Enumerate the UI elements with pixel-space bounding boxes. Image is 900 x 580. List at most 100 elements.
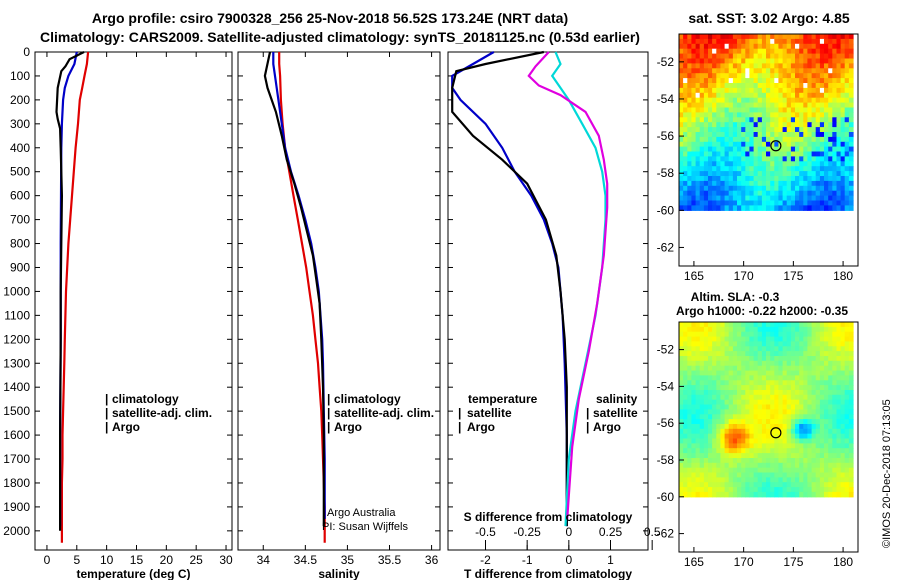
sla-cell: [836, 409, 842, 415]
sst-cell: [712, 83, 717, 89]
sst-cell: [824, 43, 829, 50]
sla-cell: [819, 326, 825, 333]
sst-cell: [687, 141, 692, 148]
sla-cell: [844, 458, 850, 464]
y-tick-label: 1600: [3, 428, 30, 442]
sla-cell: [745, 453, 750, 459]
sla-cell: [695, 477, 701, 483]
sla-cell: [687, 462, 692, 469]
sla-cell: [824, 491, 829, 498]
sla-cell: [786, 409, 792, 415]
sla-cell: [749, 331, 755, 338]
sla-cell: [828, 424, 833, 430]
sst-cell: [708, 122, 713, 128]
sst-cell: [790, 195, 796, 202]
x2-axis-label: S difference from climatology: [464, 510, 633, 524]
sla-cell: [848, 482, 854, 488]
sla-cell: [832, 375, 837, 381]
sla-cell: [766, 346, 771, 352]
sla-cell: [732, 453, 738, 459]
sla-cell: [840, 399, 846, 406]
sla-cell: [737, 404, 742, 410]
sst-cell: [782, 87, 788, 94]
sst-cell: [679, 48, 684, 55]
sst-cell: [695, 166, 701, 172]
sst-cell: [716, 68, 721, 74]
sst-cell: [766, 102, 771, 109]
sla-cell: [782, 419, 788, 425]
sst-cell: [766, 156, 771, 162]
sst-cell: [778, 78, 784, 84]
sst-cell: [679, 176, 684, 182]
sla-cell: [745, 390, 750, 396]
sst-cell: [679, 180, 684, 187]
legend-label-argo: Argo: [112, 420, 140, 434]
sla-cell: [844, 477, 850, 483]
sla-cell: [819, 380, 825, 386]
sla-cell: [691, 365, 697, 372]
sst-cell: [774, 112, 779, 118]
sst-cell: [840, 195, 846, 202]
sla-cell: [848, 351, 854, 357]
x-tick-label: 5: [73, 553, 80, 567]
sst-cell: [774, 48, 779, 55]
sla-cell: [687, 458, 692, 464]
sla-cell: [753, 336, 759, 343]
sst-cell: [691, 92, 697, 99]
sla-cell: [687, 394, 692, 401]
sla-cell: [732, 424, 738, 430]
sla-cell: [741, 467, 746, 474]
sst-cell: [770, 48, 775, 55]
sst-cell: [778, 68, 784, 74]
sla-cell: [728, 356, 734, 362]
sst-cell: [724, 78, 730, 84]
sst-cell: [741, 78, 746, 84]
sla-cell: [737, 453, 742, 459]
sst-cell: [828, 190, 833, 197]
sla-cell: [732, 394, 738, 401]
sst-cell: [745, 102, 750, 109]
sst-cell: [824, 87, 829, 94]
sla-cell: [691, 414, 697, 420]
sla-cell: [737, 409, 742, 415]
y-tick-label: 100: [10, 69, 30, 83]
sst-cell: [708, 53, 713, 60]
sla-cell: [782, 370, 788, 377]
sst-cell: [716, 78, 721, 84]
sla-cell: [703, 341, 709, 347]
sla-cell: [708, 477, 713, 483]
sst-cell: [782, 136, 788, 143]
sla-cell: [790, 428, 796, 435]
sla-cell: [819, 360, 825, 367]
sla-cell: [819, 482, 825, 488]
sst-cell: [741, 34, 746, 40]
sla-cell: [774, 385, 779, 391]
sst-cell: [844, 136, 850, 143]
sla-cell: [679, 419, 684, 425]
sst-cell: [745, 205, 750, 211]
sst-cell: [720, 185, 726, 192]
sla-cell: [815, 453, 821, 459]
sst-cell: [799, 78, 804, 84]
sst-cell: [712, 136, 717, 143]
sst-cell: [728, 190, 734, 197]
x-tick-label: 36: [425, 553, 439, 567]
sla-cell: [753, 448, 759, 454]
sst-cell: [683, 63, 688, 69]
sst-cell: [815, 205, 821, 211]
sst-cell: [679, 200, 684, 206]
sla-cell: [840, 322, 846, 328]
sla-cell: [761, 390, 767, 396]
sst-cell: [749, 127, 755, 133]
sla-cell: [786, 491, 792, 498]
sla-cell: [699, 467, 705, 474]
sst-cell: [687, 68, 692, 74]
sst-cell: [832, 43, 837, 50]
sst-cell: [832, 48, 837, 55]
sla-cell: [832, 472, 837, 478]
sst-cell: [745, 166, 750, 172]
sla-cell: [703, 365, 709, 372]
sst-cell: [836, 132, 842, 138]
sst-cell: [770, 200, 775, 206]
sla-cell: [844, 424, 850, 430]
